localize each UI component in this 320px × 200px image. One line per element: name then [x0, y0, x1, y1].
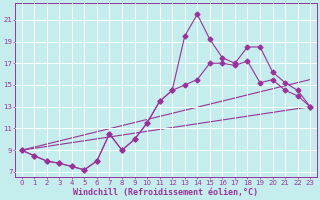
X-axis label: Windchill (Refroidissement éolien,°C): Windchill (Refroidissement éolien,°C)	[73, 188, 258, 197]
